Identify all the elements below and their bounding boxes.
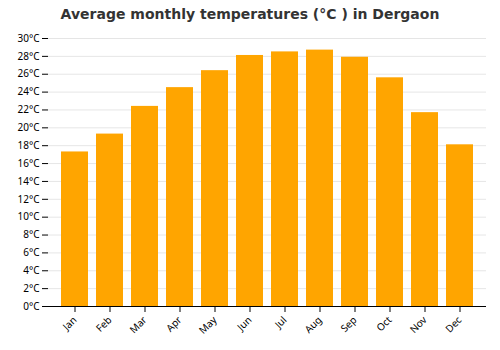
html-text:Average monthly temperatures (: Average monthly temperatures (°C ) in De… [60,6,440,22]
svg-text:Mar: Mar [126,313,149,336]
svg-text:Nov: Nov [406,312,430,336]
svg-text:Jan: Jan [59,313,80,334]
svg-text:Apr: Apr [163,313,185,335]
svg-text:30°C: 30°C [17,31,40,45]
svg-text:16°C: 16°C [17,156,40,170]
svg-text:Jul: Jul [271,313,290,332]
svg-text:26°C: 26°C [17,66,40,80]
svg-text:2°C: 2°C [23,281,40,295]
svg-text:Jun: Jun [233,313,254,334]
svg-text:Feb: Feb [92,313,114,335]
svg-text:10°C: 10°C [17,209,40,223]
svg-text:May: May [195,312,220,337]
svg-text:Sep: Sep [337,313,359,335]
svg-text:4°C: 4°C [23,263,40,277]
svg-text:8°C: 8°C [23,227,40,241]
svg-text:6°C: 6°C [23,245,40,259]
svg-text:28°C: 28°C [17,49,40,63]
svg-text:12°C: 12°C [17,192,40,206]
svg-text:18°C: 18°C [17,138,40,152]
svg-text:Aug: Aug [301,313,324,336]
svg-text:24°C: 24°C [17,84,40,98]
svg-text:Oct: Oct [373,313,395,335]
svg-text:14°C: 14°C [17,174,40,188]
svg-text:0°C: 0°C [23,299,40,313]
svg-text:Dec: Dec [442,313,465,336]
svg-text:20°C: 20°C [17,120,40,134]
svg-text:22°C: 22°C [17,102,40,116]
